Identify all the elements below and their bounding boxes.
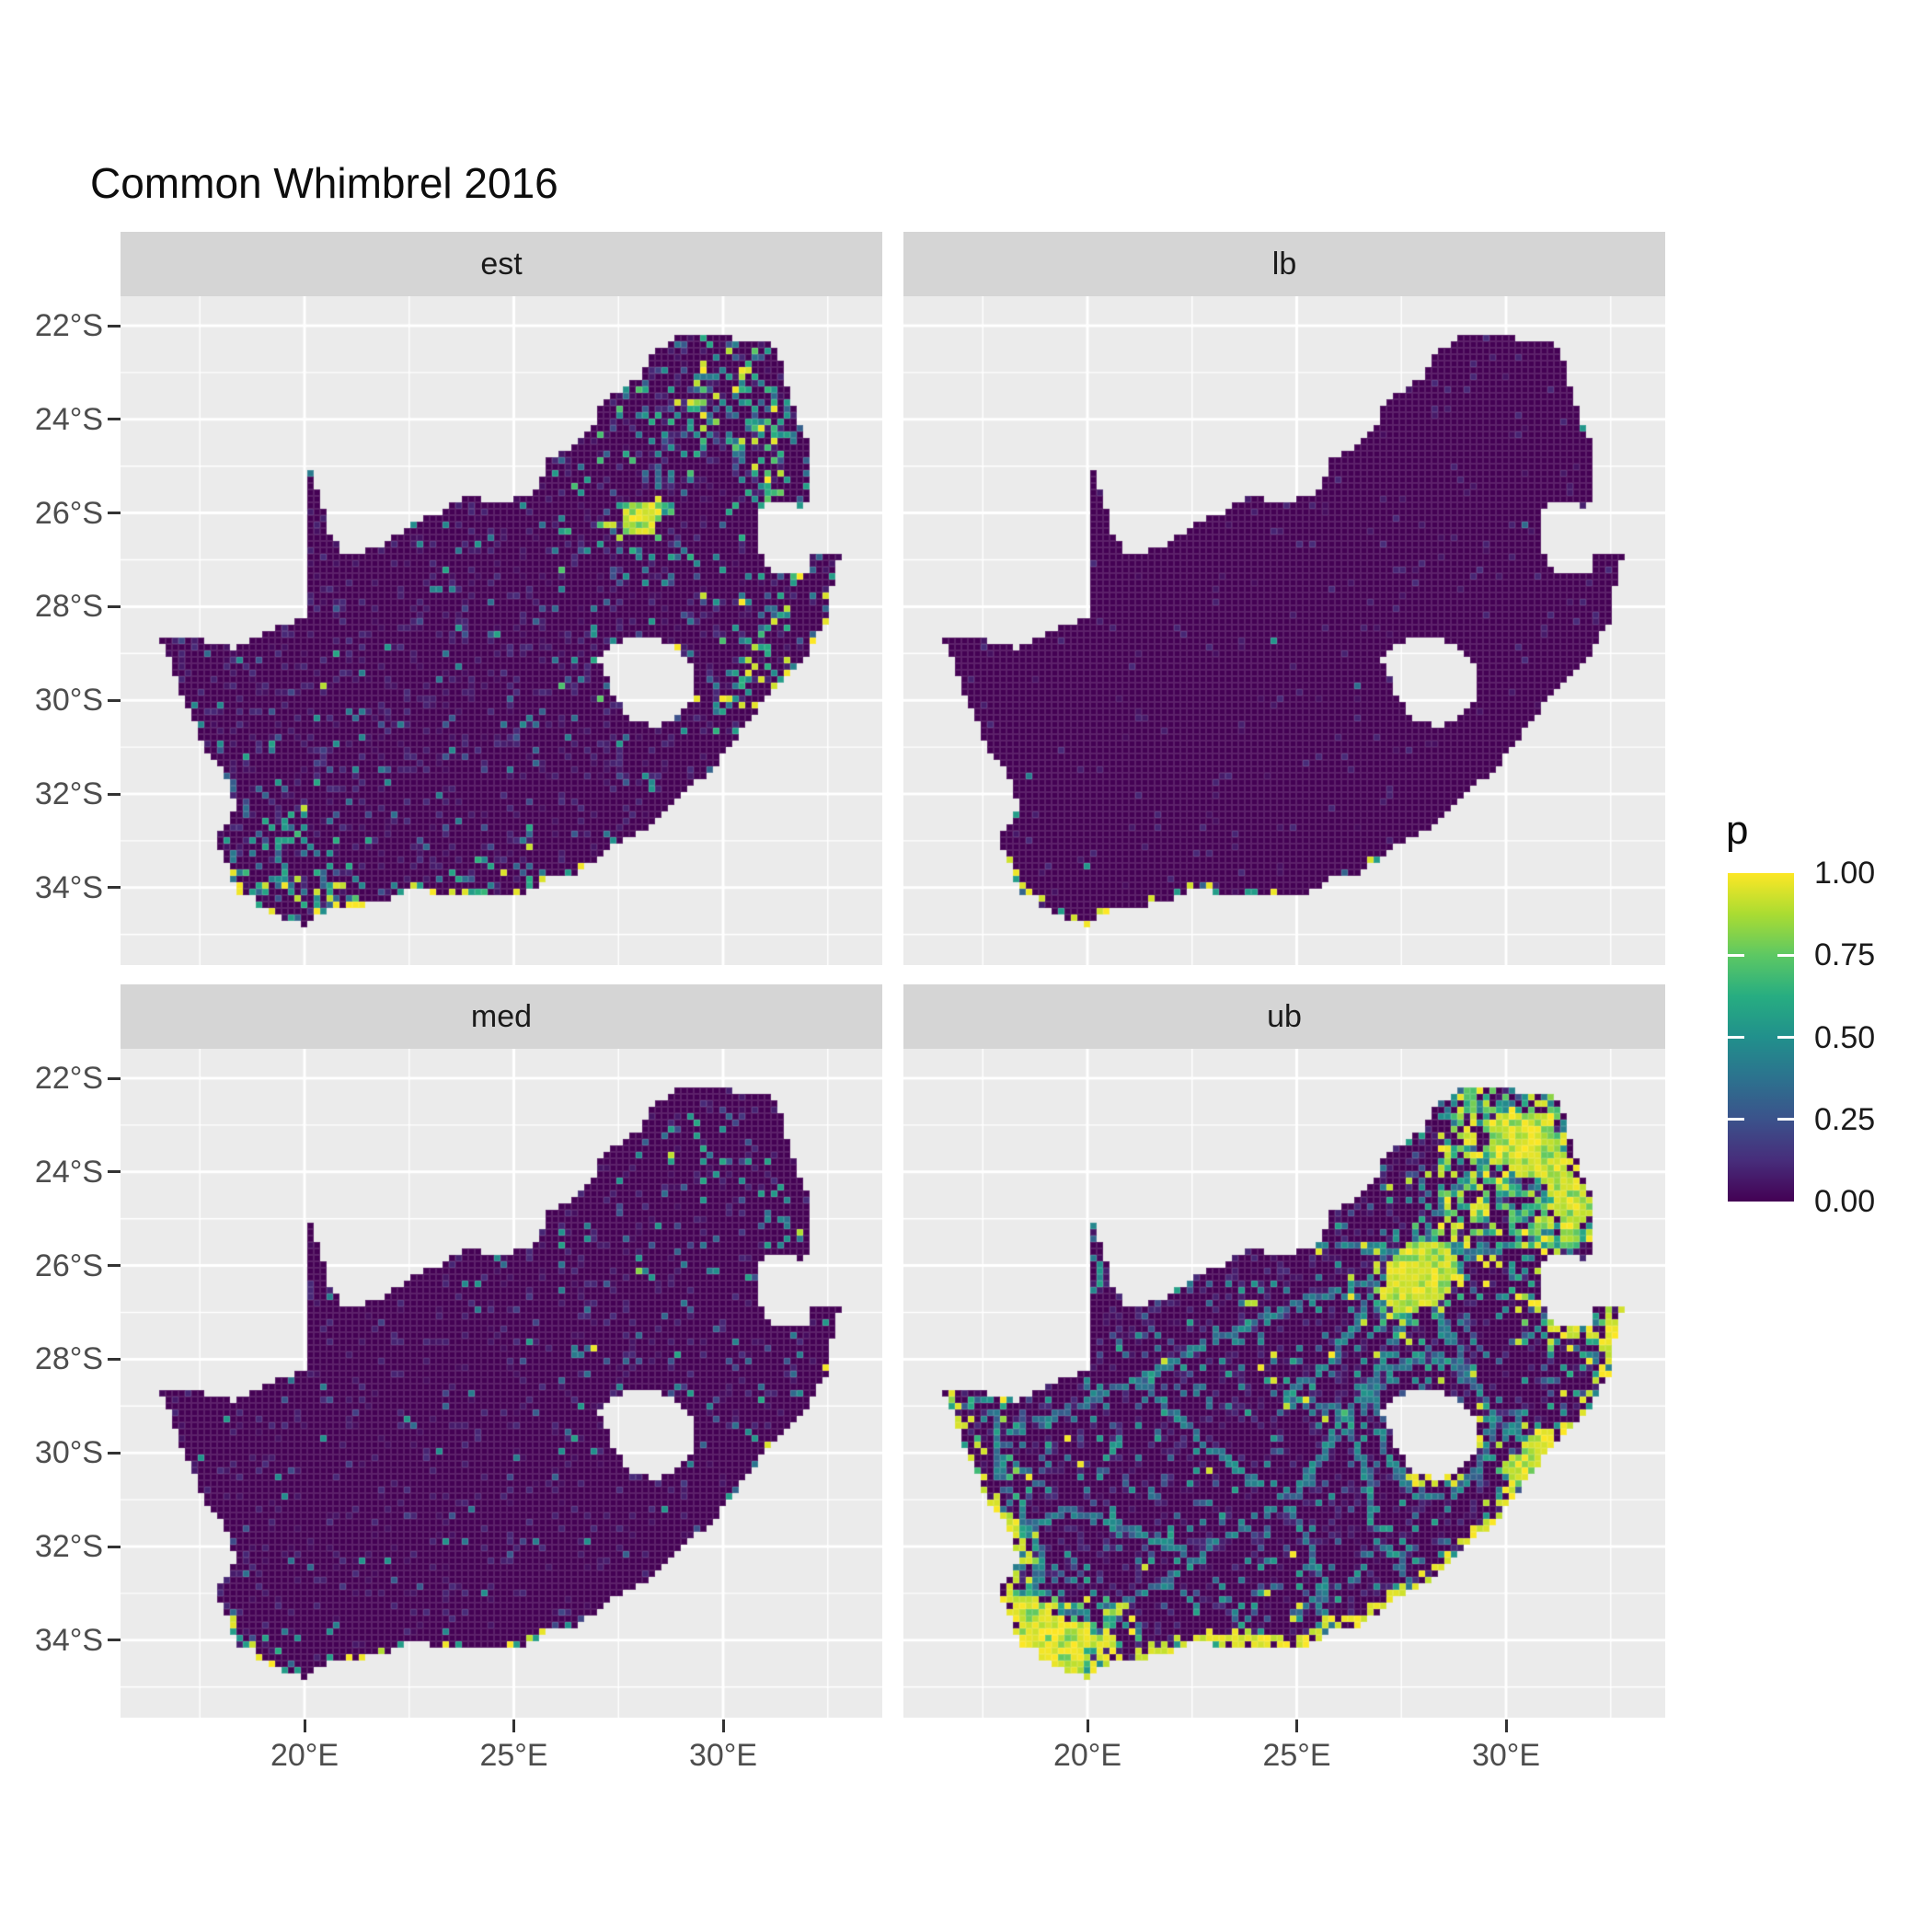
y-axis-tick <box>108 604 121 608</box>
legend-tick-mark <box>1777 1036 1794 1039</box>
y-axis-tick <box>108 512 121 515</box>
x-axis-tick <box>1295 1719 1298 1732</box>
facet-label: lb <box>1271 246 1297 282</box>
y-axis-label: 22°S <box>34 1061 103 1096</box>
y-axis-label: 32°S <box>34 776 103 811</box>
x-axis-label: 20°E <box>1052 1738 1122 1773</box>
legend-tick-label: 0.25 <box>1814 1101 1876 1137</box>
map-panel-lb <box>903 296 1665 965</box>
y-axis-tick <box>108 418 121 421</box>
legend-tick-mark <box>1728 1118 1744 1121</box>
y-axis-tick <box>108 1545 121 1548</box>
y-axis-label: 28°S <box>34 1341 103 1377</box>
y-axis-label: 30°S <box>34 1435 103 1471</box>
x-axis-tick <box>721 1719 725 1732</box>
y-axis-label: 24°S <box>34 1154 103 1190</box>
y-axis-tick <box>108 324 121 328</box>
facet-strip-med: med <box>121 984 882 1049</box>
legend-tick-label: 1.00 <box>1814 856 1876 891</box>
legend-tick-label: 0.50 <box>1814 1019 1876 1055</box>
map-panel-med <box>121 1049 882 1718</box>
legend-tick-mark <box>1777 1118 1794 1121</box>
y-axis-tick <box>108 1264 121 1268</box>
y-axis-label: 22°S <box>34 308 103 343</box>
x-axis-label: 25°E <box>479 1738 548 1773</box>
facet-strip-lb: lb <box>903 232 1665 296</box>
y-axis-label: 28°S <box>34 589 103 625</box>
y-axis-tick <box>108 886 121 890</box>
y-axis-label: 26°S <box>34 1248 103 1283</box>
y-axis-tick <box>108 1170 121 1174</box>
x-axis-tick <box>1504 1719 1508 1732</box>
y-axis-tick <box>108 1639 121 1642</box>
map-panel-ub <box>903 1049 1665 1718</box>
facet-strip-est: est <box>121 232 882 296</box>
x-axis-label: 30°E <box>688 1738 758 1773</box>
x-axis-tick <box>512 1719 515 1732</box>
y-axis-label: 30°S <box>34 683 103 719</box>
y-axis-tick <box>108 1076 121 1080</box>
legend-tick-label: 0.00 <box>1814 1184 1876 1219</box>
facet-strip-ub: ub <box>903 984 1665 1049</box>
y-axis-label: 24°S <box>34 401 103 437</box>
y-axis-tick <box>108 1357 121 1361</box>
facet-label: ub <box>1267 998 1302 1034</box>
x-axis-label: 30°E <box>1471 1738 1541 1773</box>
y-axis-tick <box>108 698 121 702</box>
y-axis-tick <box>108 792 121 796</box>
legend-tick-mark <box>1777 953 1794 957</box>
facet-label: med <box>470 998 533 1034</box>
y-axis-label: 26°S <box>34 495 103 531</box>
x-axis-label: 20°E <box>270 1738 339 1773</box>
x-axis-tick <box>1086 1719 1089 1732</box>
plot-title: Common Whimbrel 2016 <box>90 159 558 207</box>
y-axis-label: 34°S <box>34 1622 103 1658</box>
legend-title: p <box>1726 808 1749 853</box>
legend-tick-label: 0.75 <box>1814 937 1876 973</box>
facet-label: est <box>480 246 523 282</box>
map-panel-est <box>121 296 882 965</box>
legend-tick-mark <box>1728 953 1744 957</box>
x-axis-tick <box>303 1719 306 1732</box>
legend-tick-mark <box>1728 1036 1744 1039</box>
x-axis-label: 25°E <box>1262 1738 1331 1773</box>
y-axis-tick <box>108 1451 121 1455</box>
y-axis-label: 34°S <box>34 869 103 905</box>
y-axis-label: 32°S <box>34 1529 103 1564</box>
